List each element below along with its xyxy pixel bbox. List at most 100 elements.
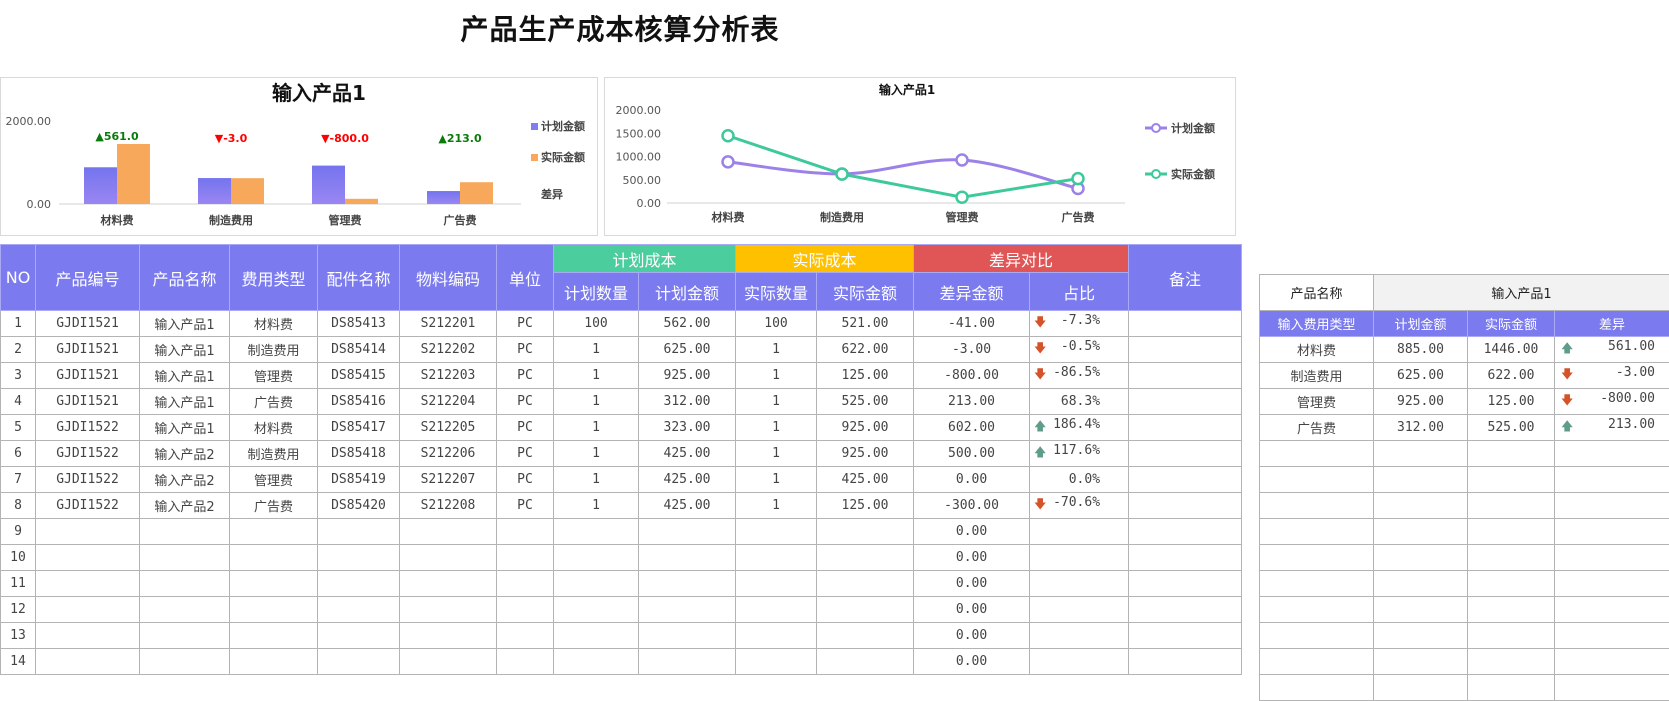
cell-no[interactable]: 9: [1, 519, 36, 545]
cell-actual-amount[interactable]: [817, 571, 914, 597]
empty-cell[interactable]: [1374, 675, 1468, 701]
cell-remark[interactable]: [1129, 545, 1242, 571]
cell-no[interactable]: 7: [1, 467, 36, 493]
cell-unit[interactable]: PC: [497, 311, 554, 337]
cell-material-code[interactable]: S212207: [400, 467, 497, 493]
cell-actual-amount[interactable]: [817, 545, 914, 571]
cell-product-code[interactable]: GJDI1522: [36, 441, 140, 467]
empty-cell[interactable]: [1374, 441, 1468, 467]
empty-cell[interactable]: [1374, 597, 1468, 623]
cell-product-code[interactable]: [36, 571, 140, 597]
product-name-select[interactable]: 输入产品1: [1374, 275, 1669, 311]
cell-plan-qty[interactable]: [554, 519, 639, 545]
cell-unit[interactable]: PC: [497, 363, 554, 389]
cell-ratio[interactable]: [1030, 649, 1129, 675]
cell-cost-type[interactable]: 材料费: [230, 415, 318, 441]
cell-actual-amount[interactable]: [817, 597, 914, 623]
cell-cost-type[interactable]: 制造费用: [1260, 363, 1374, 389]
cell-plan-qty[interactable]: [554, 545, 639, 571]
cell-remark[interactable]: [1129, 389, 1242, 415]
cell-no[interactable]: 4: [1, 389, 36, 415]
cell-cost-type[interactable]: [230, 519, 318, 545]
cell-product-name[interactable]: 输入产品1: [140, 389, 230, 415]
cell-diff[interactable]: 🡇-3.00: [1555, 363, 1669, 389]
cell-plan-amount[interactable]: 312.00: [1374, 415, 1468, 441]
cell-plan-qty[interactable]: 1: [554, 467, 639, 493]
cell-product-name[interactable]: 输入产品2: [140, 441, 230, 467]
cell-diff-amount[interactable]: 0.00: [914, 519, 1030, 545]
cell-actual-amount[interactable]: 622.00: [1468, 363, 1555, 389]
cell-plan-amount[interactable]: 925.00: [1374, 389, 1468, 415]
cell-no[interactable]: 6: [1, 441, 36, 467]
cell-product-code[interactable]: [36, 623, 140, 649]
cell-part-name[interactable]: [318, 623, 400, 649]
cell-actual-qty[interactable]: 1: [736, 467, 817, 493]
cell-product-name[interactable]: [140, 519, 230, 545]
cell-ratio[interactable]: [1030, 623, 1129, 649]
cell-cost-type[interactable]: [230, 571, 318, 597]
cell-unit[interactable]: PC: [497, 337, 554, 363]
cell-cost-type[interactable]: 管理费: [230, 467, 318, 493]
cell-remark[interactable]: [1129, 415, 1242, 441]
cell-diff-amount[interactable]: 0.00: [914, 545, 1030, 571]
cell-actual-amount[interactable]: 1446.00: [1468, 337, 1555, 363]
cell-plan-qty[interactable]: 1: [554, 337, 639, 363]
cell-product-code[interactable]: GJDI1522: [36, 415, 140, 441]
empty-cell[interactable]: [1468, 597, 1555, 623]
cell-no[interactable]: 14: [1, 649, 36, 675]
cell-plan-qty[interactable]: [554, 571, 639, 597]
empty-cell[interactable]: [1468, 623, 1555, 649]
cell-plan-amount[interactable]: [639, 623, 736, 649]
cell-plan-qty[interactable]: 100: [554, 311, 639, 337]
cell-no[interactable]: 12: [1, 597, 36, 623]
empty-cell[interactable]: [1260, 649, 1374, 675]
cell-material-code[interactable]: S212204: [400, 389, 497, 415]
cell-product-name[interactable]: [140, 649, 230, 675]
cell-part-name[interactable]: [318, 545, 400, 571]
cell-plan-amount[interactable]: 425.00: [639, 493, 736, 519]
cell-remark[interactable]: [1129, 441, 1242, 467]
cell-product-code[interactable]: GJDI1521: [36, 363, 140, 389]
empty-cell[interactable]: [1260, 545, 1374, 571]
cell-product-code[interactable]: GJDI1522: [36, 467, 140, 493]
cell-plan-amount[interactable]: [639, 597, 736, 623]
cell-cost-type[interactable]: 广告费: [230, 493, 318, 519]
cell-actual-qty[interactable]: 1: [736, 337, 817, 363]
cell-plan-qty[interactable]: 1: [554, 493, 639, 519]
cell-remark[interactable]: [1129, 597, 1242, 623]
cell-actual-amount[interactable]: 925.00: [817, 441, 914, 467]
empty-cell[interactable]: [1374, 467, 1468, 493]
cell-remark[interactable]: [1129, 311, 1242, 337]
cell-unit[interactable]: PC: [497, 467, 554, 493]
cell-product-name[interactable]: 输入产品2: [140, 493, 230, 519]
empty-cell[interactable]: [1555, 675, 1669, 701]
cell-remark[interactable]: [1129, 493, 1242, 519]
cell-part-name[interactable]: DS85420: [318, 493, 400, 519]
cell-diff[interactable]: 🡅561.00: [1555, 337, 1669, 363]
empty-cell[interactable]: [1374, 623, 1468, 649]
cell-part-name[interactable]: [318, 519, 400, 545]
cell-part-name[interactable]: DS85417: [318, 415, 400, 441]
cell-unit[interactable]: PC: [497, 441, 554, 467]
cell-cost-type[interactable]: 广告费: [1260, 415, 1374, 441]
empty-cell[interactable]: [1374, 519, 1468, 545]
cell-material-code[interactable]: S212201: [400, 311, 497, 337]
cell-ratio[interactable]: 🡇-7.3%: [1030, 311, 1129, 337]
empty-cell[interactable]: [1260, 623, 1374, 649]
cell-part-name[interactable]: [318, 649, 400, 675]
cell-part-name[interactable]: DS85419: [318, 467, 400, 493]
cell-product-name[interactable]: [140, 571, 230, 597]
cell-no[interactable]: 1: [1, 311, 36, 337]
cell-product-code[interactable]: [36, 519, 140, 545]
cell-product-code[interactable]: [36, 597, 140, 623]
cell-part-name[interactable]: DS85413: [318, 311, 400, 337]
cell-unit[interactable]: [497, 623, 554, 649]
empty-cell[interactable]: [1260, 441, 1374, 467]
empty-cell[interactable]: [1555, 441, 1669, 467]
cell-actual-amount[interactable]: 521.00: [817, 311, 914, 337]
cell-plan-qty[interactable]: [554, 649, 639, 675]
cell-actual-qty[interactable]: [736, 597, 817, 623]
cell-product-name[interactable]: 输入产品1: [140, 363, 230, 389]
